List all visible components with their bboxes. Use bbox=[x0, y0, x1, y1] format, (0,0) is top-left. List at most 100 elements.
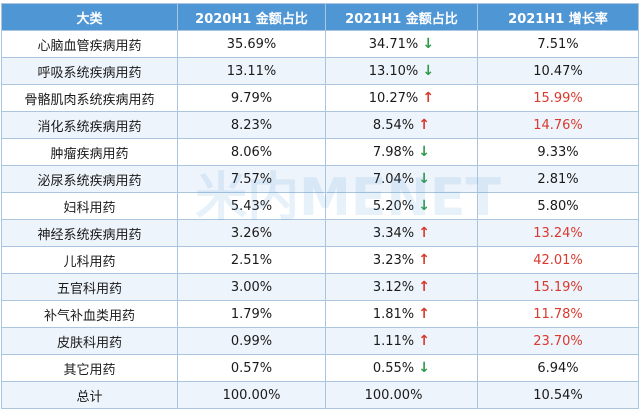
category-cell: 补气补血类用药 bbox=[1, 300, 178, 328]
trend-down-arrow-icon: ↓ bbox=[418, 360, 431, 376]
growth-2021-cell: 10.54% bbox=[477, 381, 639, 409]
share-2020-cell: 3.00% bbox=[177, 273, 326, 301]
column-header-category: 大类 bbox=[1, 3, 178, 31]
growth-2021-cell: 15.99% bbox=[477, 84, 639, 112]
share-2020-cell: 13.11% bbox=[177, 57, 326, 85]
share-2020-cell: 2.51% bbox=[177, 246, 326, 274]
share-2021-cell: 13.10% ↓ bbox=[325, 57, 478, 85]
share-2021-cell: 3.12% ↑ bbox=[325, 273, 478, 301]
growth-2021-cell: 9.33% bbox=[477, 138, 639, 166]
trend-up-arrow-icon: ↑ bbox=[418, 279, 431, 295]
trend-up-arrow-icon: ↑ bbox=[418, 225, 431, 241]
share-2021-cell: 10.27% ↑ bbox=[325, 84, 478, 112]
table-body: 心脑血管疾病用药 35.69% 34.71% ↓ 7.51% 呼吸系统疾病用药 13.11%… bbox=[1, 30, 639, 409]
share-2021-value: 3.12% bbox=[372, 280, 415, 295]
growth-2021-cell: 2.81% bbox=[477, 165, 639, 193]
growth-2021-cell: 15.19% bbox=[477, 273, 639, 301]
share-2020-cell: 5.43% bbox=[177, 192, 326, 220]
category-cell: 骨骼肌肉系统疾病用药 bbox=[1, 84, 178, 112]
share-2020-cell: 8.06% bbox=[177, 138, 326, 166]
share-2021-cell: 34.71% ↓ bbox=[325, 30, 478, 58]
column-header-growth-2021: 2021H1 增长率 bbox=[477, 3, 639, 31]
share-2020-cell: 9.79% bbox=[177, 84, 326, 112]
share-2021-cell: 3.34% ↑ bbox=[325, 219, 478, 247]
category-cell: 呼吸系统疾病用药 bbox=[1, 57, 178, 85]
share-2021-value: 7.04% bbox=[372, 172, 415, 187]
trend-down-arrow-icon: ↓ bbox=[418, 171, 431, 187]
share-2020-cell: 8.23% bbox=[177, 111, 326, 139]
share-2021-cell: 7.98% ↓ bbox=[325, 138, 478, 166]
share-2020-cell: 0.57% bbox=[177, 354, 326, 382]
share-2021-cell: 100.00% bbox=[325, 381, 478, 409]
share-2021-cell: 3.23% ↑ bbox=[325, 246, 478, 274]
trend-down-arrow-icon: ↓ bbox=[422, 36, 435, 52]
table-row: 儿科用药 2.51% 3.23% ↑ 42.01% bbox=[1, 246, 639, 274]
category-cell: 儿科用药 bbox=[1, 246, 178, 274]
growth-2021-cell: 6.94% bbox=[477, 354, 639, 382]
category-cell: 妇科用药 bbox=[1, 192, 178, 220]
trend-up-arrow-icon: ↑ bbox=[422, 90, 435, 106]
share-2021-value: 3.23% bbox=[372, 253, 415, 268]
market-share-table: 大类 2020H1 金额占比 2021H1 金额占比 2021H1 增长率 心脑… bbox=[1, 3, 639, 409]
share-2020-cell: 3.26% bbox=[177, 219, 326, 247]
share-2021-value: 34.71% bbox=[368, 37, 419, 52]
trend-up-arrow-icon: ↑ bbox=[418, 306, 431, 322]
share-2021-value: 0.55% bbox=[372, 361, 415, 376]
share-2021-cell: 1.81% ↑ bbox=[325, 300, 478, 328]
growth-2021-cell: 23.70% bbox=[477, 327, 639, 355]
trend-up-arrow-icon: ↑ bbox=[418, 333, 431, 349]
share-2021-value: 1.81% bbox=[372, 307, 415, 322]
trend-up-arrow-icon: ↑ bbox=[418, 117, 431, 133]
growth-2021-cell: 11.78% bbox=[477, 300, 639, 328]
table-row: 总计 100.00% 100.00% 10.54% bbox=[1, 381, 639, 409]
trend-down-arrow-icon: ↓ bbox=[422, 63, 435, 79]
share-2021-value: 7.98% bbox=[372, 145, 415, 160]
growth-2021-cell: 10.47% bbox=[477, 57, 639, 85]
growth-2021-cell: 13.24% bbox=[477, 219, 639, 247]
category-cell: 神经系统疾病用药 bbox=[1, 219, 178, 247]
table-row: 妇科用药 5.43% 5.20% ↓ 5.80% bbox=[1, 192, 639, 220]
table-row: 五官科用药 3.00% 3.12% ↑ 15.19% bbox=[1, 273, 639, 301]
category-cell: 消化系统疾病用药 bbox=[1, 111, 178, 139]
category-cell: 泌尿系统疾病用药 bbox=[1, 165, 178, 193]
share-2021-cell: 5.20% ↓ bbox=[325, 192, 478, 220]
growth-2021-cell: 42.01% bbox=[477, 246, 639, 274]
growth-2021-cell: 5.80% bbox=[477, 192, 639, 220]
share-2021-cell: 0.55% ↓ bbox=[325, 354, 478, 382]
table-row: 骨骼肌肉系统疾病用药 9.79% 10.27% ↑ 15.99% bbox=[1, 84, 639, 112]
share-2020-cell: 0.99% bbox=[177, 327, 326, 355]
share-2020-cell: 7.57% bbox=[177, 165, 326, 193]
trend-down-arrow-icon: ↓ bbox=[418, 198, 431, 214]
category-cell: 心脑血管疾病用药 bbox=[1, 30, 178, 58]
share-2020-cell: 100.00% bbox=[177, 381, 326, 409]
share-2020-cell: 1.79% bbox=[177, 300, 326, 328]
column-header-share-2021: 2021H1 金额占比 bbox=[325, 3, 478, 31]
table-row: 补气补血类用药 1.79% 1.81% ↑ 11.78% bbox=[1, 300, 639, 328]
category-cell: 肿瘤疾病用药 bbox=[1, 138, 178, 166]
share-2020-cell: 35.69% bbox=[177, 30, 326, 58]
share-2021-cell: 7.04% ↓ bbox=[325, 165, 478, 193]
table-row: 神经系统疾病用药 3.26% 3.34% ↑ 13.24% bbox=[1, 219, 639, 247]
trend-down-arrow-icon: ↓ bbox=[418, 144, 431, 160]
table-row: 心脑血管疾病用药 35.69% 34.71% ↓ 7.51% bbox=[1, 30, 639, 58]
table-row: 肿瘤疾病用药 8.06% 7.98% ↓ 9.33% bbox=[1, 138, 639, 166]
growth-2021-cell: 14.76% bbox=[477, 111, 639, 139]
table-header-row: 大类 2020H1 金额占比 2021H1 金额占比 2021H1 增长率 bbox=[1, 3, 639, 31]
trend-up-arrow-icon: ↑ bbox=[418, 252, 431, 268]
share-2021-value: 8.54% bbox=[372, 118, 415, 133]
category-cell: 总计 bbox=[1, 381, 178, 409]
share-2021-cell: 1.11% ↑ bbox=[325, 327, 478, 355]
column-header-share-2020: 2020H1 金额占比 bbox=[177, 3, 326, 31]
share-2021-value: 1.11% bbox=[372, 334, 415, 349]
category-cell: 其它用药 bbox=[1, 354, 178, 382]
growth-2021-cell: 7.51% bbox=[477, 30, 639, 58]
share-2021-value: 3.34% bbox=[372, 226, 415, 241]
share-2021-value: 10.27% bbox=[368, 91, 419, 106]
table-row: 其它用药 0.57% 0.55% ↓ 6.94% bbox=[1, 354, 639, 382]
share-2021-value: 100.00% bbox=[364, 387, 423, 403]
share-2021-value: 13.10% bbox=[368, 64, 419, 79]
category-cell: 五官科用药 bbox=[1, 273, 178, 301]
table-row: 皮肤科用药 0.99% 1.11% ↑ 23.70% bbox=[1, 327, 639, 355]
table-row: 消化系统疾病用药 8.23% 8.54% ↑ 14.76% bbox=[1, 111, 639, 139]
